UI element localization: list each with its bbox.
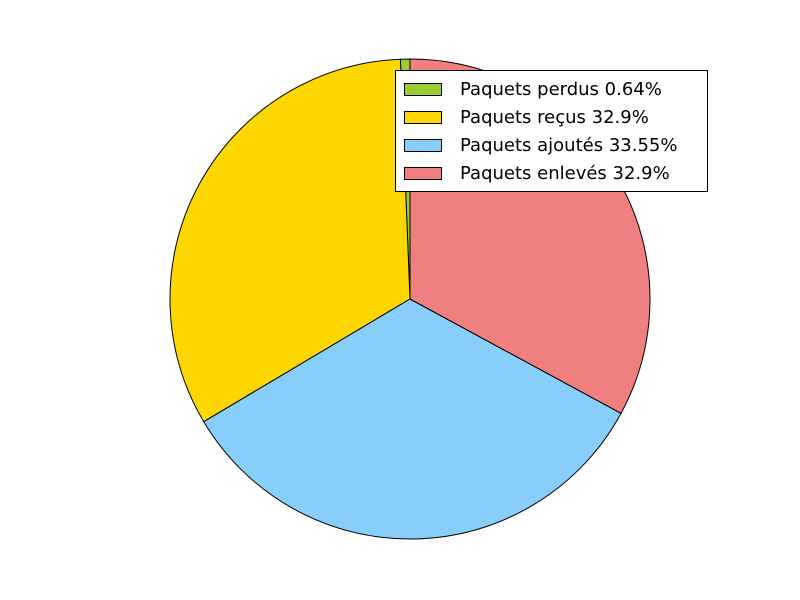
pie-slice-recus [169, 58, 411, 423]
legend-label-enleves: Paquets enlevés 32.9% [460, 162, 670, 184]
pie-slice-ajoutes [203, 298, 622, 540]
legend-label-recus: Paquets reçus 32.9% [460, 106, 649, 128]
legend-item-recus: Paquets reçus 32.9% [404, 103, 699, 131]
pie-slices [169, 58, 651, 540]
legend-item-ajoutes: Paquets ajoutés 33.55% [404, 131, 699, 159]
legend: Paquets perdus 0.64% Paquets reçus 32.9%… [395, 70, 708, 192]
legend-swatch-ajoutes [404, 138, 442, 152]
legend-swatch-perdus [404, 82, 442, 96]
legend-item-perdus: Paquets perdus 0.64% [404, 75, 699, 103]
legend-swatch-recus [404, 110, 442, 124]
legend-label-ajoutes: Paquets ajoutés 33.55% [460, 134, 678, 156]
legend-label-perdus: Paquets perdus 0.64% [460, 78, 662, 100]
legend-swatch-enleves [404, 166, 442, 180]
legend-item-enleves: Paquets enlevés 32.9% [404, 159, 699, 187]
